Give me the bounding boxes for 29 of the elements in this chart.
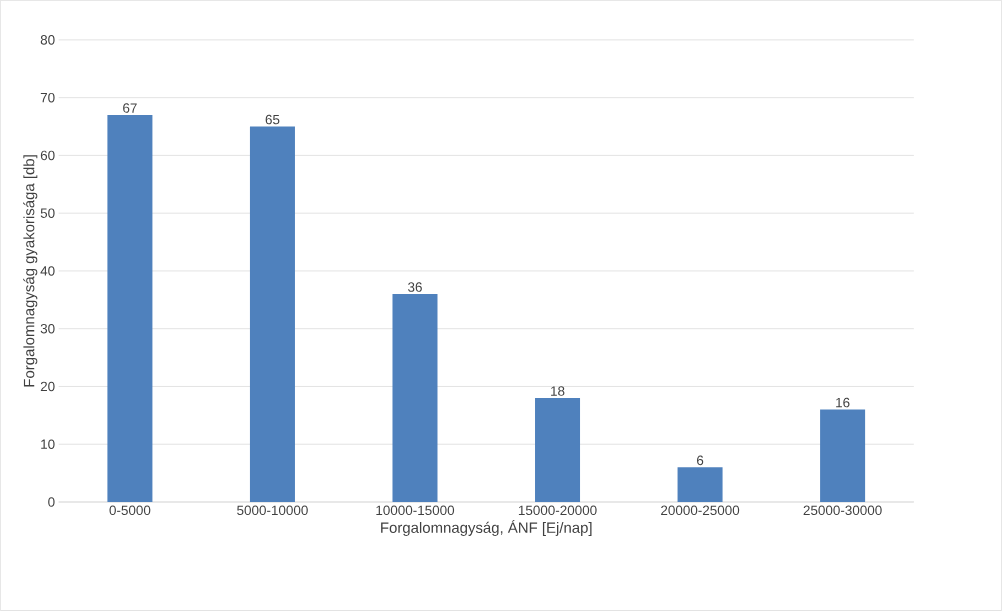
x-tick-label: 15000-20000 <box>518 505 597 516</box>
y-tick-label: 80 <box>40 35 55 45</box>
x-tick-label: 0-5000 <box>109 505 151 516</box>
data-label: 36 <box>408 282 422 292</box>
y-tick-label: 40 <box>40 266 55 276</box>
x-tick-label: 25000-30000 <box>803 505 882 516</box>
bar <box>107 115 153 503</box>
y-tick-label: 50 <box>40 208 55 218</box>
bar <box>392 294 438 503</box>
data-label: 67 <box>123 103 137 113</box>
y-tick-label: 30 <box>40 323 55 334</box>
x-axis-title: Forgalomnagyság, ÁNF [Ej/nap] <box>381 519 592 536</box>
data-label: 18 <box>551 386 565 396</box>
y-tick-label: 10 <box>41 439 55 450</box>
y-tick-label: 70 <box>40 92 55 103</box>
data-label: 16 <box>836 397 850 408</box>
y-axis-title: Forgalomnagyság gyakorisága [db] <box>23 155 38 387</box>
data-label: 65 <box>265 114 280 125</box>
y-tick-label: 20 <box>40 381 55 392</box>
data-label: 6 <box>697 455 704 466</box>
y-tick-label: 0 <box>48 497 55 507</box>
bar <box>249 126 295 503</box>
x-tick-label: 20000-25000 <box>661 505 740 516</box>
x-tick-label: 10000-15000 <box>376 505 455 516</box>
y-tick-label: 60 <box>40 150 55 161</box>
bar <box>535 398 581 503</box>
bar <box>820 409 866 503</box>
bar <box>677 467 723 503</box>
x-tick-label: 5000-10000 <box>237 505 308 516</box>
